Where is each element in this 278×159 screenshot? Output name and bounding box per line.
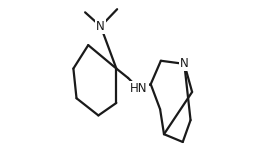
Text: N: N [180, 57, 189, 70]
Text: HN: HN [130, 82, 148, 95]
Text: N: N [96, 20, 105, 33]
